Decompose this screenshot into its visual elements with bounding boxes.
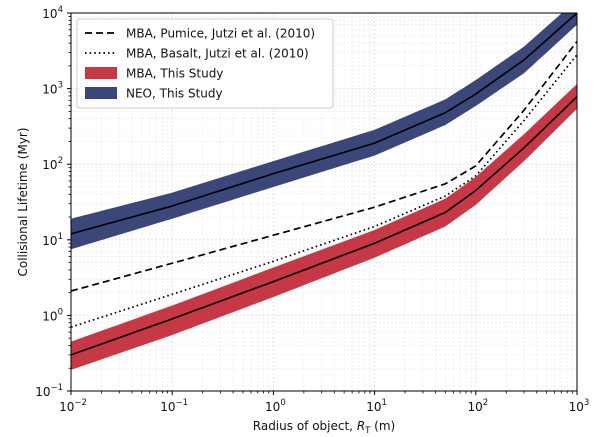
band-3 [71,13,577,250]
plot-frame [70,12,578,392]
y-tick-label: 104 [42,5,63,21]
legend-box [76,18,334,109]
x-tick-label: 102 [467,398,488,414]
x-axis-label: Radius of object, RT (m) [253,419,395,436]
legend-label: MBA, Basalt, Jutzi et al. (2010) [126,47,309,61]
band-center-line-2 [71,96,577,356]
x-axis-subscript: T [364,426,371,436]
y-tick-label: 100 [42,307,63,323]
legend-swatch [85,67,117,79]
x-axis-unit: (m) [370,419,395,433]
legend-label: NEO, This Study [126,87,223,101]
legend-label: MBA, This Study [126,67,223,81]
legend-swatch [85,87,117,99]
x-tick-label: 100 [265,398,286,414]
legend-entry: MBA, Pumice, Jutzi et al. (2010) [85,27,315,41]
x-tick-label: 101 [366,398,387,414]
series-layer [71,13,577,370]
legend-label: MBA, Pumice, Jutzi et al. (2010) [126,27,315,41]
legend-entry: MBA, This Study [85,67,223,81]
x-tick-label: 10−2 [59,398,87,414]
y-tick-label: 102 [42,156,63,172]
legend-entry: NEO, This Study [85,87,223,101]
band-2 [71,84,577,370]
x-tick-label: 103 [569,398,590,414]
series-line-0 [71,40,577,292]
legend-entry: MBA, Basalt, Jutzi et al. (2010) [85,47,309,61]
y-axis-label: Collisional Lifetime (Myr) [16,127,30,276]
x-axis-symbol: R [357,419,365,433]
legend: MBA, Pumice, Jutzi et al. (2010) MBA, Bas… [76,18,334,109]
y-tick-label: 103 [42,81,63,97]
band-center-line-3 [71,13,577,235]
y-tick-label: 101 [42,232,63,248]
y-tick-label: 10−1 [35,383,63,399]
x-tick-label: 10−1 [160,398,188,414]
